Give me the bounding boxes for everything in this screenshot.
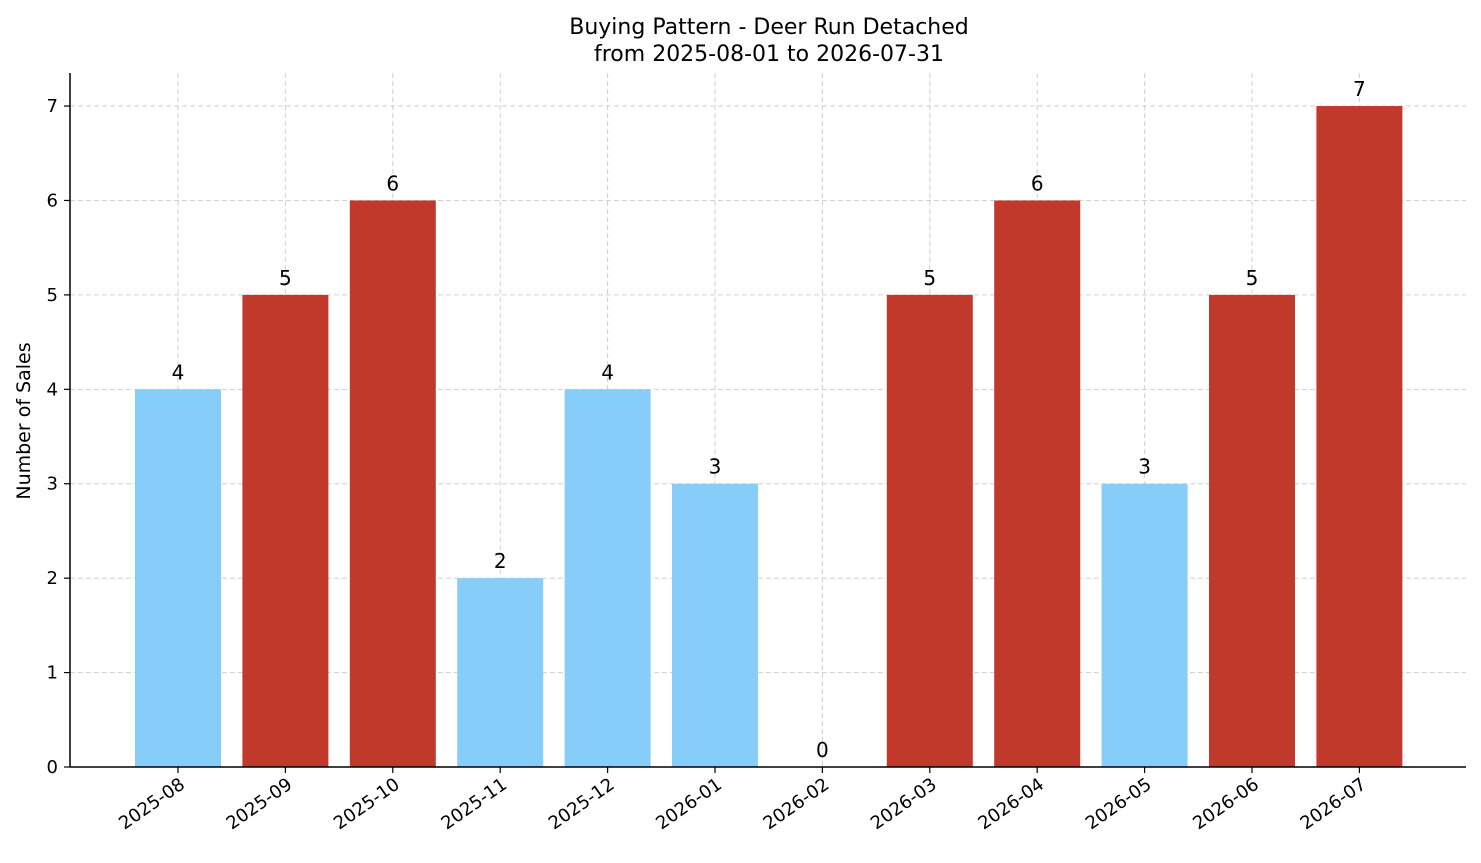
bar-value-label: 6 (1031, 171, 1044, 195)
y-tick-label: 4 (47, 379, 58, 400)
y-axis-label: Number of Sales (13, 342, 35, 499)
bar-value-label: 4 (601, 360, 614, 384)
bar-2026-05 (1101, 483, 1188, 767)
y-tick-label: 5 (47, 285, 58, 306)
x-tick-label: 2025-10 (330, 774, 404, 834)
y-tick-label: 7 (47, 96, 58, 117)
bar-value-label: 6 (386, 171, 399, 195)
bar-2026-07 (1316, 106, 1403, 768)
bar-2026-01 (672, 483, 758, 767)
bar-2025-11 (457, 578, 544, 767)
bar-2025-10 (349, 200, 436, 768)
y-tick-label: 2 (47, 568, 58, 589)
bar-2025-12 (564, 389, 651, 767)
bar-2026-06 (1209, 294, 1295, 767)
bars-layer (135, 106, 1403, 768)
x-tick-label: 2026-04 (974, 774, 1048, 834)
bar-value-label: 5 (279, 266, 292, 290)
bar-value-label: 3 (709, 455, 722, 479)
y-tick-label: 1 (47, 663, 58, 684)
y-tick-label: 3 (47, 474, 58, 495)
chart-title-line2: from 2025-08-01 to 2026-07-31 (594, 42, 944, 67)
y-tick-label: 6 (47, 190, 58, 211)
x-tick-label: 2025-09 (223, 774, 297, 834)
y-tick-label: 0 (47, 757, 58, 778)
bar-2025-09 (242, 294, 329, 767)
x-tick-label: 2026-03 (867, 774, 941, 834)
bar-value-labels: 4 5 6 2 4 3 0 5 6 3 5 7 (172, 77, 1366, 762)
bar-value-label: 5 (1246, 266, 1259, 290)
bar-value-label: 0 (816, 738, 829, 762)
bar-2026-03 (886, 294, 973, 767)
x-tick-label: 2025-08 (115, 774, 189, 834)
bar-value-label: 4 (172, 360, 185, 384)
chart-title-line1: Buying Pattern - Deer Run Detached (569, 15, 969, 40)
x-tick-label: 2025-12 (545, 774, 619, 834)
x-tick-label: 2026-01 (652, 774, 726, 834)
bar-value-label: 5 (923, 266, 936, 290)
x-tick-label: 2026-02 (760, 774, 834, 834)
x-tick-label: 2025-11 (437, 774, 511, 834)
x-tick-label: 2026-07 (1297, 774, 1371, 834)
bar-value-label: 2 (494, 549, 507, 573)
bar-value-label: 3 (1138, 455, 1151, 479)
bar-value-label: 7 (1353, 77, 1366, 101)
x-tick-label: 2026-06 (1189, 774, 1263, 834)
x-tick-label: 2026-05 (1082, 774, 1156, 834)
bar-2025-08 (135, 389, 221, 767)
bar-2026-04 (994, 200, 1081, 768)
